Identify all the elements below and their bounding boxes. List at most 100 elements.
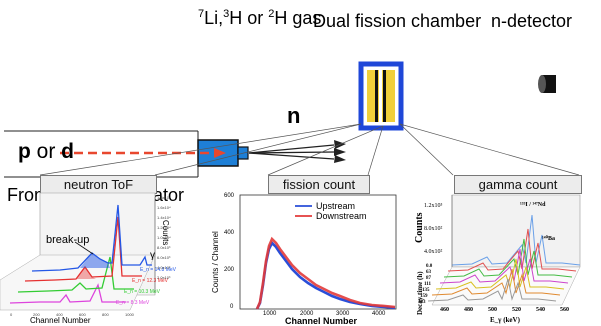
gamma-x-tick-1: 480 xyxy=(464,307,473,313)
tof-trace-10MeV xyxy=(17,256,134,293)
zoom-line-fission-right xyxy=(367,125,384,176)
gamma-x-tick-5: 560 xyxy=(560,307,569,313)
neutron-ray-3 xyxy=(248,152,335,160)
gamma-x-tick-2: 500 xyxy=(488,307,497,313)
neutron-ray-1 xyxy=(248,144,335,154)
tof-fill-14MeV xyxy=(80,253,110,268)
fission-y-tick-0: 0 xyxy=(230,304,234,310)
fission-count-title: fission count xyxy=(268,175,370,194)
gamma-decay-tick-4: 135 xyxy=(422,288,430,293)
breakup-label: break-up xyxy=(46,234,90,246)
gamma-decay-tick-5: 159 xyxy=(420,294,428,299)
gamma-label: γ xyxy=(150,250,155,261)
fission-foil-middle xyxy=(379,70,382,122)
tof-z-tick-2: 1.4x10⁴ xyxy=(157,215,171,220)
tof-x-tick-3: 600 xyxy=(79,312,86,317)
tof-energy-label-3: E_n = 10.3 MeV xyxy=(124,289,160,295)
fission-x-tick-1: 2000 xyxy=(300,311,314,317)
tof-x-tick-5: 1000 xyxy=(125,312,134,317)
gamma-peak-label-2: ¹⁴⁰Ba xyxy=(542,236,556,242)
breakup-arrow xyxy=(74,241,94,255)
tof-trace-12MeV xyxy=(24,216,142,282)
fission-chamber-frame xyxy=(358,61,404,131)
legend-downstream-label: Downstream xyxy=(316,211,367,221)
tof-x-tick-0: 0 xyxy=(10,312,13,317)
gamma-x-tick-0: 460 xyxy=(440,307,449,313)
zoom-line-gamma-left xyxy=(399,123,454,176)
tof-fill-12MeV xyxy=(76,267,96,279)
fission-count-plot xyxy=(239,194,397,310)
beam-or-label: or xyxy=(30,140,62,163)
fission-y-tick-2: 400 xyxy=(224,230,235,236)
tof-z-tick-5: 8.0x10³ xyxy=(157,245,171,250)
gas-text-h2: H gas xyxy=(274,8,322,28)
tof-x-tick-4: 800 xyxy=(102,312,109,317)
gamma-count-plot xyxy=(427,194,581,306)
gamma-peak-label-1: ¹³³I / ¹⁴⁷Nd xyxy=(520,202,546,208)
gamma-decay-tick-3: 111 xyxy=(424,282,431,287)
gas-sup-h3: 3 xyxy=(223,8,230,20)
gamma-decay-tick-1: 63 xyxy=(426,270,431,275)
tof-z-tick-7: 4.0x10³ xyxy=(157,265,171,270)
detector-label: n-detector xyxy=(491,11,573,31)
tof-x-tick-2: 400 xyxy=(56,312,63,317)
tof-z-tick-3: 1.2x10⁴ xyxy=(157,225,171,230)
tof-energy-label-2: E_n = 12.3 MeV xyxy=(132,278,168,284)
zoom-line-fission-left xyxy=(267,125,384,176)
tof-xlabel: Channel Number xyxy=(30,316,91,325)
gamma-trace-5 xyxy=(431,268,561,296)
gamma-x-tick-4: 540 xyxy=(536,307,545,313)
proton-label: p xyxy=(18,140,31,163)
zoom-line-gamma-right xyxy=(399,123,580,176)
fission-series-downstream xyxy=(255,236,396,310)
fission-y-tick-3: 600 xyxy=(224,193,235,199)
fission-ylabel: Counts / Channel xyxy=(211,231,220,293)
fission-foil-right xyxy=(383,70,386,122)
gamma-decay-tick-2: 87 xyxy=(426,276,431,281)
tof-z-tick-6: 6.0x10³ xyxy=(157,255,171,260)
fission-x-tick-0: 1000 xyxy=(263,311,277,317)
gamma-z-tick-2: 4.0x10² xyxy=(424,249,443,255)
fission-xlabel: Channel Number xyxy=(285,316,358,326)
tof-trace-8MeV xyxy=(9,283,126,304)
tof-zlabel: Counts xyxy=(161,220,170,246)
neutron-tof-panel: neutron ToF break-up γ Counts E_n = 14.8… xyxy=(0,175,190,325)
beam-arrowhead xyxy=(214,148,226,158)
gas-sup-h2: 2 xyxy=(268,8,275,20)
beam-label: p or d xyxy=(18,140,74,164)
tof-z-tick-0: 1.8x10⁴ xyxy=(157,195,171,200)
gas-text-li: Li, xyxy=(204,8,224,28)
neutron-tof-plot xyxy=(0,192,156,311)
tof-z-tick-8: 2.0x10³ xyxy=(157,275,171,280)
gamma-back-wall xyxy=(451,194,581,268)
neutron-arrowhead-3 xyxy=(334,155,346,163)
gamma-xlabel: E_γ (keV) xyxy=(490,316,520,324)
tof-trace-14MeV xyxy=(31,204,152,272)
tof-z-tick-1: 1.6x10⁴ xyxy=(157,205,171,210)
zoom-line-tof-left xyxy=(39,123,362,176)
gamma-decay-tick-0: 0.0 xyxy=(426,264,433,269)
tof-x-tick-1: 200 xyxy=(33,312,40,317)
n-detector-face xyxy=(538,75,546,93)
deuteron-label: d xyxy=(61,140,74,163)
gas-text-h3: H or xyxy=(229,8,269,28)
tof-floor xyxy=(0,254,156,311)
fission-x-tick-3: 4000 xyxy=(372,311,386,317)
tof-energy-label-4: E_n = 8.3 MeV xyxy=(116,300,150,306)
gamma-trace-6 xyxy=(427,278,557,302)
fission-y-tick-1: 200 xyxy=(224,267,235,273)
gas-sup-li: 7 xyxy=(198,8,205,20)
gas-label: 7Li,3H or 2H gas xyxy=(198,8,321,29)
tof-energy-label-1: E_n = 14.8 MeV xyxy=(140,267,176,273)
gamma-decay-tick-6: 183 xyxy=(418,300,426,305)
gamma-trace-0 xyxy=(451,214,581,266)
gamma-x-tick-3: 520 xyxy=(512,307,521,313)
fission-count-panel: fission count Upstream Downstream 0 200 … xyxy=(200,175,400,326)
neutron-arrowhead-2 xyxy=(334,148,346,156)
n-detector-body xyxy=(542,75,556,93)
legend-upstream-label: Upstream xyxy=(316,201,356,211)
neutron-tof-title: neutron ToF xyxy=(40,175,157,194)
gamma-z-tick-0: 1.2x10³ xyxy=(424,203,443,209)
zoom-line-tof-right xyxy=(154,123,362,176)
